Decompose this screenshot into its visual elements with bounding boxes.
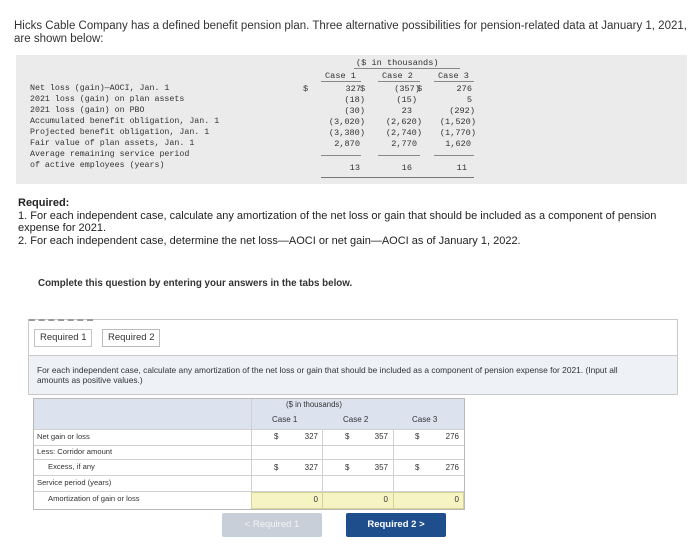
data-cell: 11 (456, 163, 467, 173)
prev-required-1-button[interactable]: < Required 1 (222, 513, 322, 537)
data-cell: 1,620 (445, 139, 471, 149)
answer-col-case3: Case 3 (412, 415, 438, 424)
dollar-sign: $ (345, 463, 350, 472)
data-unit-header: ($ in thousands) (356, 58, 439, 68)
data-cell: (18) (344, 95, 365, 105)
dollar-sign: $ (303, 84, 309, 94)
required-heading: Required: (18, 197, 70, 209)
data-cell: 16 (401, 163, 412, 173)
answer-col-case2: Case 2 (343, 415, 369, 424)
input-net-gain-case3[interactable]: 276 (445, 432, 459, 441)
input-service-case2[interactable] (324, 477, 392, 489)
data-cell: 276 (456, 84, 472, 94)
answer-row-amortization: Amortization of gain or loss (48, 494, 140, 503)
data-cell: 327 (345, 84, 361, 94)
value-amortization-case1: 0 (313, 495, 318, 504)
answer-row-service-period: Service period (years) (37, 478, 112, 487)
value-excess-case2: 357 (374, 463, 388, 472)
instruction-text: For each independent case, calculate any… (37, 365, 618, 385)
row-label-net-loss: Net loss (gain)—AOCI, Jan. 1 (30, 84, 170, 93)
value-amortization-case3: 0 (454, 495, 459, 504)
tab-bar: Required 1 Required 2 (28, 319, 678, 355)
data-cell: (2,740) (385, 128, 422, 138)
row-label-pbo: Projected benefit obligation, Jan. 1 (30, 128, 210, 137)
tab-required-1[interactable]: Required 1 (34, 329, 93, 347)
input-service-case1[interactable] (253, 477, 321, 489)
data-cell: (2,620) (385, 117, 422, 127)
dollar-sign: $ (274, 463, 279, 472)
data-cell: (30) (344, 106, 365, 116)
complete-instruction: Complete this question by entering your … (38, 278, 353, 289)
input-corridor-case1[interactable] (253, 446, 321, 458)
row-label-loss-pbo: 2021 loss (gain) on PBO (30, 106, 145, 115)
data-col-case3: Case 3 (438, 71, 469, 81)
row-label-plan-assets: Fair value of plan assets, Jan. 1 (30, 139, 195, 148)
pension-data-panel: ($ in thousands) Case 1 Case 2 Case 3 Ne… (16, 55, 687, 184)
input-corridor-case2[interactable] (324, 446, 392, 458)
input-service-case3[interactable] (395, 477, 463, 489)
dollar-sign: $ (417, 84, 423, 94)
input-corridor-case3[interactable] (395, 446, 463, 458)
input-net-gain-case2[interactable]: 357 (374, 432, 388, 441)
instruction-panel (28, 355, 678, 395)
data-cell: (1,520) (439, 117, 476, 127)
value-excess-case1: 327 (304, 463, 318, 472)
answer-unit-header: ($ in thousands) (286, 400, 342, 409)
data-cell: 13 (349, 163, 360, 173)
input-net-gain-case1[interactable]: 327 (304, 432, 318, 441)
row-label-abo: Accumulated benefit obligation, Jan. 1 (30, 117, 220, 126)
data-cell: (357) (394, 84, 420, 94)
data-cell: 2,770 (391, 139, 417, 149)
data-cell: (3,380) (328, 128, 365, 138)
data-col-case1: Case 1 (325, 71, 356, 81)
required-item-1: 1. For each independent case, calculate … (18, 209, 657, 235)
next-required-2-button[interactable]: Required 2 > (346, 513, 446, 537)
answer-row-excess: Excess, if any (48, 462, 95, 471)
answer-row-net-gain-loss: Net gain or loss (37, 432, 90, 441)
data-cell: (3,020) (328, 117, 365, 127)
answer-table-header (34, 399, 464, 429)
data-cell: 5 (466, 95, 472, 105)
required-item-2: 2. For each independent case, determine … (18, 234, 521, 247)
amortization-case3-cell (393, 492, 464, 509)
dollar-sign: $ (345, 432, 350, 441)
dollar-sign: $ (274, 432, 279, 441)
required-section: Required: 1. For each independent case, … (18, 197, 693, 247)
row-label-years: of active employees (years) (30, 161, 165, 170)
amortization-case1-cell (251, 492, 323, 509)
dollar-sign: $ (415, 463, 420, 472)
dollar-sign: $ (415, 432, 420, 441)
data-cell: 2,870 (334, 139, 360, 149)
row-label-avg-service: Average remaining service period (30, 150, 190, 159)
value-excess-case3: 276 (445, 463, 459, 472)
value-amortization-case2: 0 (383, 495, 388, 504)
row-label-loss-plan-assets: 2021 loss (gain) on plan assets (30, 95, 185, 104)
data-cell: (292) (449, 106, 475, 116)
answer-row-corridor: Less: Corridor amount (37, 447, 113, 456)
answer-col-case1: Case 1 (272, 415, 298, 424)
data-cell: (15) (396, 95, 417, 105)
tab-required-2[interactable]: Required 2 (102, 329, 161, 347)
active-tab-indicator (29, 319, 93, 321)
data-col-case2: Case 2 (382, 71, 413, 81)
data-cell: (1,770) (439, 128, 476, 138)
problem-intro: Hicks Cable Company has a defined benefi… (14, 20, 687, 45)
data-cell: 23 (401, 106, 412, 116)
answer-table: ($ in thousands) Case 1 Case 2 Case 3 Ne… (33, 398, 465, 510)
dollar-sign: $ (360, 84, 366, 94)
